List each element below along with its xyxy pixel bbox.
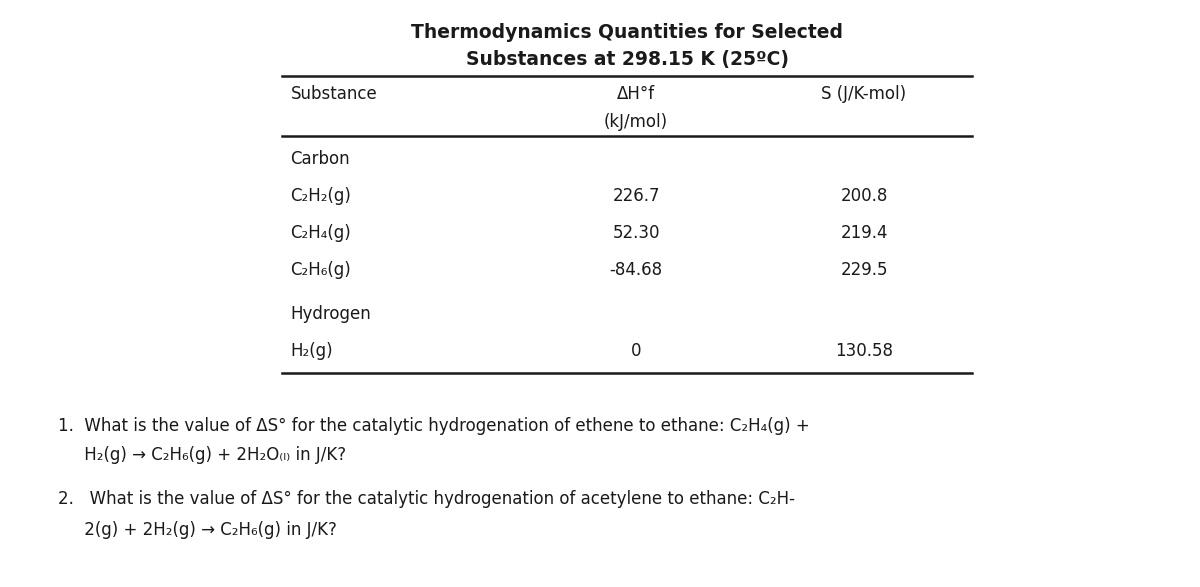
- Text: -84.68: -84.68: [610, 261, 662, 279]
- Text: 1.  What is the value of ΔS° for the catalytic hydrogenation of ethene to ethane: 1. What is the value of ΔS° for the cata…: [58, 417, 809, 435]
- Text: Substances at 298.15 K (25ºC): Substances at 298.15 K (25ºC): [466, 50, 788, 69]
- Text: 130.58: 130.58: [835, 342, 893, 360]
- Text: S (J/K-mol): S (J/K-mol): [822, 85, 906, 103]
- Text: (kJ/mol): (kJ/mol): [604, 113, 668, 131]
- Text: 229.5: 229.5: [840, 261, 888, 279]
- Text: 0: 0: [631, 342, 641, 360]
- Text: 52.30: 52.30: [612, 224, 660, 242]
- Text: ΔH°f: ΔH°f: [617, 85, 655, 103]
- Text: Carbon: Carbon: [290, 150, 350, 168]
- Text: C₂H₆(g): C₂H₆(g): [290, 261, 352, 279]
- Text: H₂(g): H₂(g): [290, 342, 334, 360]
- Text: C₂H₂(g): C₂H₂(g): [290, 187, 352, 205]
- Text: 200.8: 200.8: [840, 187, 888, 205]
- Text: 219.4: 219.4: [840, 224, 888, 242]
- Text: 2(g) + 2H₂(g) → C₂H₆(g) in J/K?: 2(g) + 2H₂(g) → C₂H₆(g) in J/K?: [58, 521, 336, 539]
- Text: Substance: Substance: [290, 85, 377, 103]
- Text: Thermodynamics Quantities for Selected: Thermodynamics Quantities for Selected: [410, 23, 842, 42]
- Text: 2.   What is the value of ΔS° for the catalytic hydrogenation of acetylene to et: 2. What is the value of ΔS° for the cata…: [58, 490, 794, 508]
- Text: 226.7: 226.7: [612, 187, 660, 205]
- Text: C₂H₄(g): C₂H₄(g): [290, 224, 352, 242]
- Text: Hydrogen: Hydrogen: [290, 305, 371, 323]
- Text: H₂(g) → C₂H₆(g) + 2H₂O₍ₗ₎ in J/K?: H₂(g) → C₂H₆(g) + 2H₂O₍ₗ₎ in J/K?: [58, 446, 346, 464]
